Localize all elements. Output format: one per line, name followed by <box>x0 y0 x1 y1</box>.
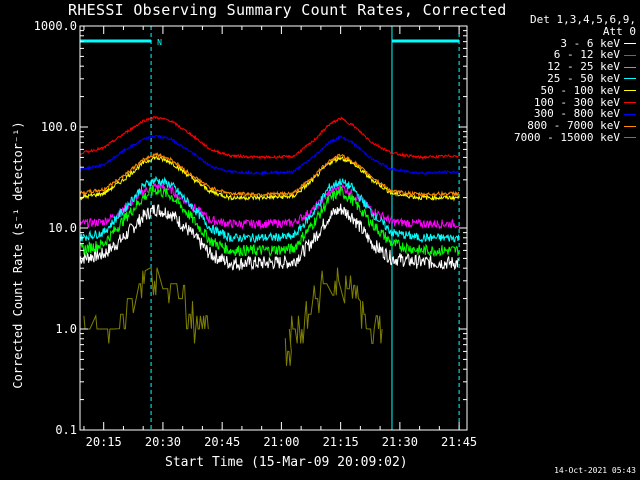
y-axis-label: Corrected Count Rate (s⁻¹ detector⁻¹) <box>11 121 25 389</box>
legend-swatch <box>624 113 636 115</box>
legend-swatch <box>624 54 636 56</box>
legend-header-line-2: Att 0 <box>602 24 636 38</box>
legend-swatch <box>624 78 636 80</box>
x-tick-label: 21:45 <box>441 435 477 449</box>
y-tick-label: 100.0 <box>41 120 77 134</box>
x-axis-label: Start Time (15-Mar-09 20:09:02) <box>165 455 408 470</box>
legend-item: 12 - 25 keV <box>514 61 636 73</box>
y-tick-label: 1000.0 <box>34 19 77 33</box>
series-line <box>79 185 460 258</box>
legend-swatch <box>624 66 636 68</box>
legend-item: 800 - 7000 keV <box>514 120 636 132</box>
chart-title: RHESSI Observing Summary Count Rates, Co… <box>68 1 507 19</box>
series-line <box>79 203 460 272</box>
series-line <box>79 182 460 230</box>
legend-swatch <box>624 125 636 127</box>
series-line <box>284 267 383 366</box>
legend-header-line-1: Det 1,3,4,5,6,9, <box>530 13 636 26</box>
legend-item: 6 - 12 keV <box>514 49 636 61</box>
series-line <box>79 155 460 202</box>
legend-swatch <box>624 137 636 139</box>
axes: 0.1 1.0 10.0 100.0 1000.0 20:15 20:30 20:45 21:0… <box>34 19 478 449</box>
series-line <box>79 152 460 198</box>
legend-swatch <box>624 101 636 103</box>
legend-item: 100 - 300 keV <box>514 96 636 109</box>
x-tick-label: 21:00 <box>263 435 299 449</box>
y-tick-label: 0.1 <box>55 423 77 437</box>
series-line <box>79 175 460 244</box>
attenuator-label: N <box>157 38 162 47</box>
series-line <box>79 134 460 177</box>
series-line <box>83 266 209 344</box>
legend: Det 1,3,4,5,6,9, Att 0 3 - 6 keV 6 - 12 … <box>514 14 636 144</box>
series-line <box>79 115 460 161</box>
y-tick-label: 1.0 <box>55 322 77 336</box>
footer-timestamp: 14-Oct-2021 05:43 <box>554 466 636 475</box>
night-markers: N <box>79 26 460 430</box>
legend-item: 300 - 800 keV <box>514 108 636 120</box>
x-tick-label: 20:30 <box>145 435 181 449</box>
legend-item: 25 - 50 keV <box>514 73 636 85</box>
x-tick-label: 20:45 <box>204 435 240 449</box>
x-tick-label: 21:30 <box>382 435 418 449</box>
y-tick-label: 10.0 <box>48 221 77 235</box>
x-tick-label: 21:15 <box>323 435 359 449</box>
legend-swatch <box>624 42 636 44</box>
series-lines <box>79 115 460 366</box>
legend-item: 3 - 6 keV <box>514 37 636 50</box>
legend-swatch <box>624 90 636 92</box>
legend-item: 50 - 100 keV <box>514 84 636 97</box>
legend-item: 7000 - 15000 keV <box>514 132 636 144</box>
plot-frame <box>79 25 468 431</box>
x-tick-label: 20:15 <box>86 435 122 449</box>
